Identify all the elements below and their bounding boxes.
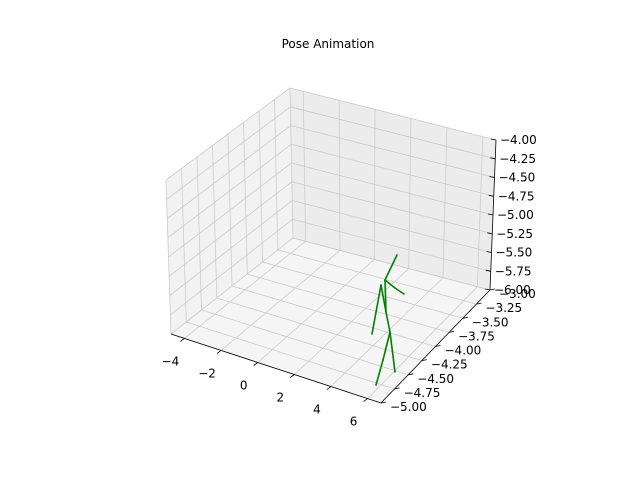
y-gridline-floor xyxy=(247,273,450,333)
x-tick-mark xyxy=(253,362,258,366)
skeleton-bone xyxy=(384,279,396,289)
y-gridline-floor xyxy=(186,321,395,390)
y-tick-mark xyxy=(380,401,387,404)
x-tick-mark xyxy=(290,374,295,378)
x-tick-label: 6 xyxy=(350,415,358,429)
skeleton-bone xyxy=(375,359,384,386)
x-tick-mark xyxy=(363,398,368,402)
x-tick-label: 0 xyxy=(240,379,248,393)
gridlines xyxy=(165,87,497,404)
y-gridline-floor xyxy=(231,285,436,347)
z-gridline-left xyxy=(165,87,291,181)
y-tick-label: −4.75 xyxy=(404,386,441,400)
y-tick-label: −5.00 xyxy=(390,400,427,414)
z-tick-mark xyxy=(486,251,492,253)
y-tick-label: −3.00 xyxy=(499,287,536,301)
y-tick-mark xyxy=(449,331,455,333)
y-tick-mark xyxy=(462,316,468,319)
x-tick-mark xyxy=(180,338,185,342)
z-gridline-back xyxy=(291,143,494,197)
z-tick-mark xyxy=(488,194,494,197)
x-tick-label: 2 xyxy=(276,391,284,405)
z-gridline-back xyxy=(291,162,494,216)
z-gridline-back xyxy=(291,181,493,235)
z-gridline-back xyxy=(292,218,491,272)
skeleton-bone xyxy=(380,284,387,313)
z-gridline-left xyxy=(168,162,292,258)
x-tick-label: −2 xyxy=(198,366,216,380)
x-tick-mark xyxy=(216,350,222,354)
z-gridline-back xyxy=(290,125,495,178)
z-tick-label: −5.25 xyxy=(496,227,533,241)
z-tick-label: −4.50 xyxy=(499,171,536,185)
tick-labels: −4−20246−5.00−4.75−4.50−4.25−4.00−3.75−3… xyxy=(162,133,537,429)
y-tick-mark xyxy=(408,373,414,376)
z-gridline-left xyxy=(170,218,293,316)
x-tick-mark xyxy=(326,386,332,390)
y-tick-label: −3.25 xyxy=(485,301,522,315)
z-gridline-left xyxy=(170,237,294,335)
z-gridline-left xyxy=(167,125,292,219)
z-tick-label: −4.75 xyxy=(498,189,535,203)
left-pane xyxy=(166,88,293,334)
y-tick-label: −3.50 xyxy=(472,315,509,329)
floor-pane xyxy=(171,238,490,403)
chart-title: Pose Animation xyxy=(282,37,375,51)
skeleton-bone xyxy=(371,284,382,335)
z-tick-mark xyxy=(484,288,491,291)
y-gridline-floor xyxy=(277,249,477,305)
z-gridline-back xyxy=(292,200,492,253)
z-tick-label: −4.00 xyxy=(500,133,537,147)
y-tick-label: −4.25 xyxy=(431,358,468,372)
y-gridline-floor xyxy=(201,309,409,376)
z-tick-mark xyxy=(490,157,496,160)
skeleton-bone xyxy=(389,331,396,373)
x-axis-line xyxy=(170,333,382,404)
z-tick-label: −4.25 xyxy=(499,152,536,166)
z-tick-mark xyxy=(485,269,491,272)
z-gridline-back xyxy=(292,237,491,291)
y-gridline-floor xyxy=(262,261,463,319)
y-tick-label: −4.00 xyxy=(445,344,482,358)
z-gridline-back xyxy=(289,87,497,141)
z-gridline-left xyxy=(166,106,291,200)
pose-skeleton xyxy=(371,254,405,386)
skeleton-bone xyxy=(384,254,398,281)
z-tick-mark xyxy=(489,176,495,178)
x-tick-label: 4 xyxy=(313,403,321,417)
z-tick-mark xyxy=(487,213,494,216)
z-tick-label: −5.50 xyxy=(496,246,533,260)
y-tick-label: −3.75 xyxy=(458,329,495,343)
z-gridline-left xyxy=(169,200,293,296)
skeleton-bone xyxy=(384,279,387,313)
z-tick-mark xyxy=(490,138,497,141)
z-gridline-back xyxy=(290,106,496,160)
skeleton-bone xyxy=(382,331,391,361)
skeleton-bone xyxy=(394,287,405,295)
y-gridline-floor xyxy=(216,297,423,361)
y-tick-mark xyxy=(421,359,427,361)
axis-lines xyxy=(170,138,497,404)
y-tick-mark xyxy=(435,345,441,347)
z-tick-label: −5.75 xyxy=(495,264,532,278)
x-tick-label: −4 xyxy=(162,354,180,368)
z-tick-label: −6.00 xyxy=(494,283,531,297)
y-tick-mark xyxy=(476,302,482,305)
z-tick-label: −5.00 xyxy=(497,208,534,222)
y-tick-label: −4.50 xyxy=(417,372,454,386)
z-gridline-left xyxy=(167,143,292,239)
z-gridline-left xyxy=(168,181,293,277)
y-tick-mark xyxy=(394,387,400,390)
z-tick-mark xyxy=(487,232,493,235)
y-tick-mark xyxy=(489,288,496,291)
skeleton-bone xyxy=(385,311,391,333)
